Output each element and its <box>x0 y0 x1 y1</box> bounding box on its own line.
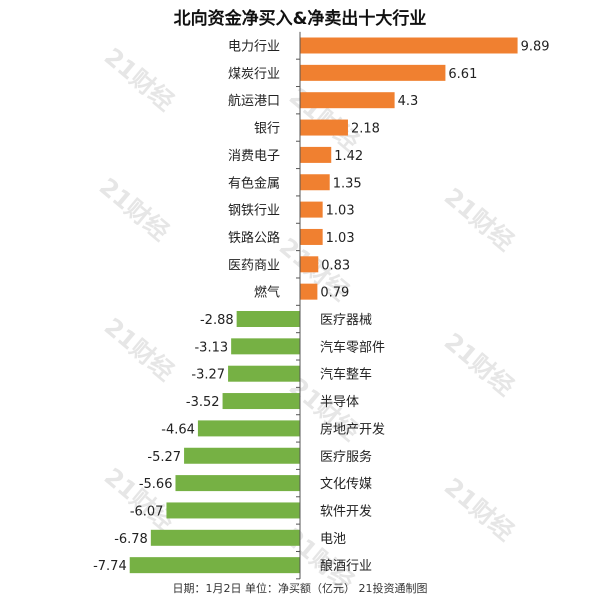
bar <box>300 92 395 109</box>
data-label: -5.27 <box>147 450 181 465</box>
bar <box>150 529 300 546</box>
category-label: 电力行业 <box>228 40 280 55</box>
bar <box>197 420 300 437</box>
category-label: 半导体 <box>320 395 359 410</box>
category-label: 文化传媒 <box>320 477 372 492</box>
category-label: 有色金属 <box>228 175 280 191</box>
category-label: 钢铁行业 <box>228 204 280 219</box>
bar <box>300 64 446 81</box>
data-label: -4.64 <box>161 422 195 437</box>
category-label: 电池 <box>320 532 346 547</box>
category-label: 煤炭行业 <box>228 67 280 82</box>
data-label: 6.61 <box>448 67 477 82</box>
bar <box>236 311 300 327</box>
chart-title: 北向资金净买入&净卖出十大行业 <box>173 9 427 29</box>
data-label: -6.07 <box>130 504 164 519</box>
data-label: -3.52 <box>186 395 220 410</box>
data-label: -3.13 <box>194 340 228 355</box>
category-label: 银行 <box>254 122 280 137</box>
bar <box>300 228 323 245</box>
category-label: 消费电子 <box>228 149 280 164</box>
bar <box>222 393 300 410</box>
bar <box>300 201 323 218</box>
category-label: 燃气 <box>254 285 280 301</box>
bar <box>300 119 348 136</box>
category-label: 医疗器械 <box>320 313 372 328</box>
bar <box>300 256 319 273</box>
category-label: 铁路公路 <box>228 230 280 246</box>
category-label: 汽车整车 <box>320 367 372 383</box>
bar <box>300 174 330 191</box>
category-label: 酿酒行业 <box>320 558 372 574</box>
data-label: 2.18 <box>351 122 380 137</box>
data-label: -2.88 <box>200 313 234 328</box>
bar <box>184 447 300 464</box>
chart-footer: 日期：1月2日 单位：净买额（亿元） 21投资通制图 <box>172 582 428 595</box>
data-label: 0.79 <box>320 286 349 301</box>
bar <box>300 37 518 54</box>
bar <box>300 283 318 300</box>
data-label: 1.03 <box>326 204 355 219</box>
category-label: 房地产开发 <box>320 421 385 437</box>
data-label: 4.3 <box>398 94 419 109</box>
data-label: 1.42 <box>334 149 363 164</box>
data-label: 9.89 <box>521 40 550 55</box>
data-label: 1.35 <box>333 176 362 191</box>
category-label: 医药商业 <box>228 258 280 273</box>
data-label: -6.78 <box>114 532 148 547</box>
category-label: 航运港口 <box>228 93 280 109</box>
category-label: 医疗服务 <box>320 449 372 465</box>
category-label: 汽车零部件 <box>320 339 385 355</box>
bar <box>175 475 300 492</box>
data-label: -7.74 <box>93 559 127 574</box>
data-label: 0.83 <box>321 258 350 273</box>
data-label: -3.27 <box>191 368 225 383</box>
data-label: -5.66 <box>139 477 173 492</box>
bar <box>228 365 300 382</box>
bar <box>166 502 300 519</box>
bar <box>129 557 300 574</box>
bar <box>300 146 332 163</box>
category-label: 软件开发 <box>320 503 372 519</box>
data-label: 1.03 <box>326 231 355 246</box>
bar <box>231 338 300 355</box>
